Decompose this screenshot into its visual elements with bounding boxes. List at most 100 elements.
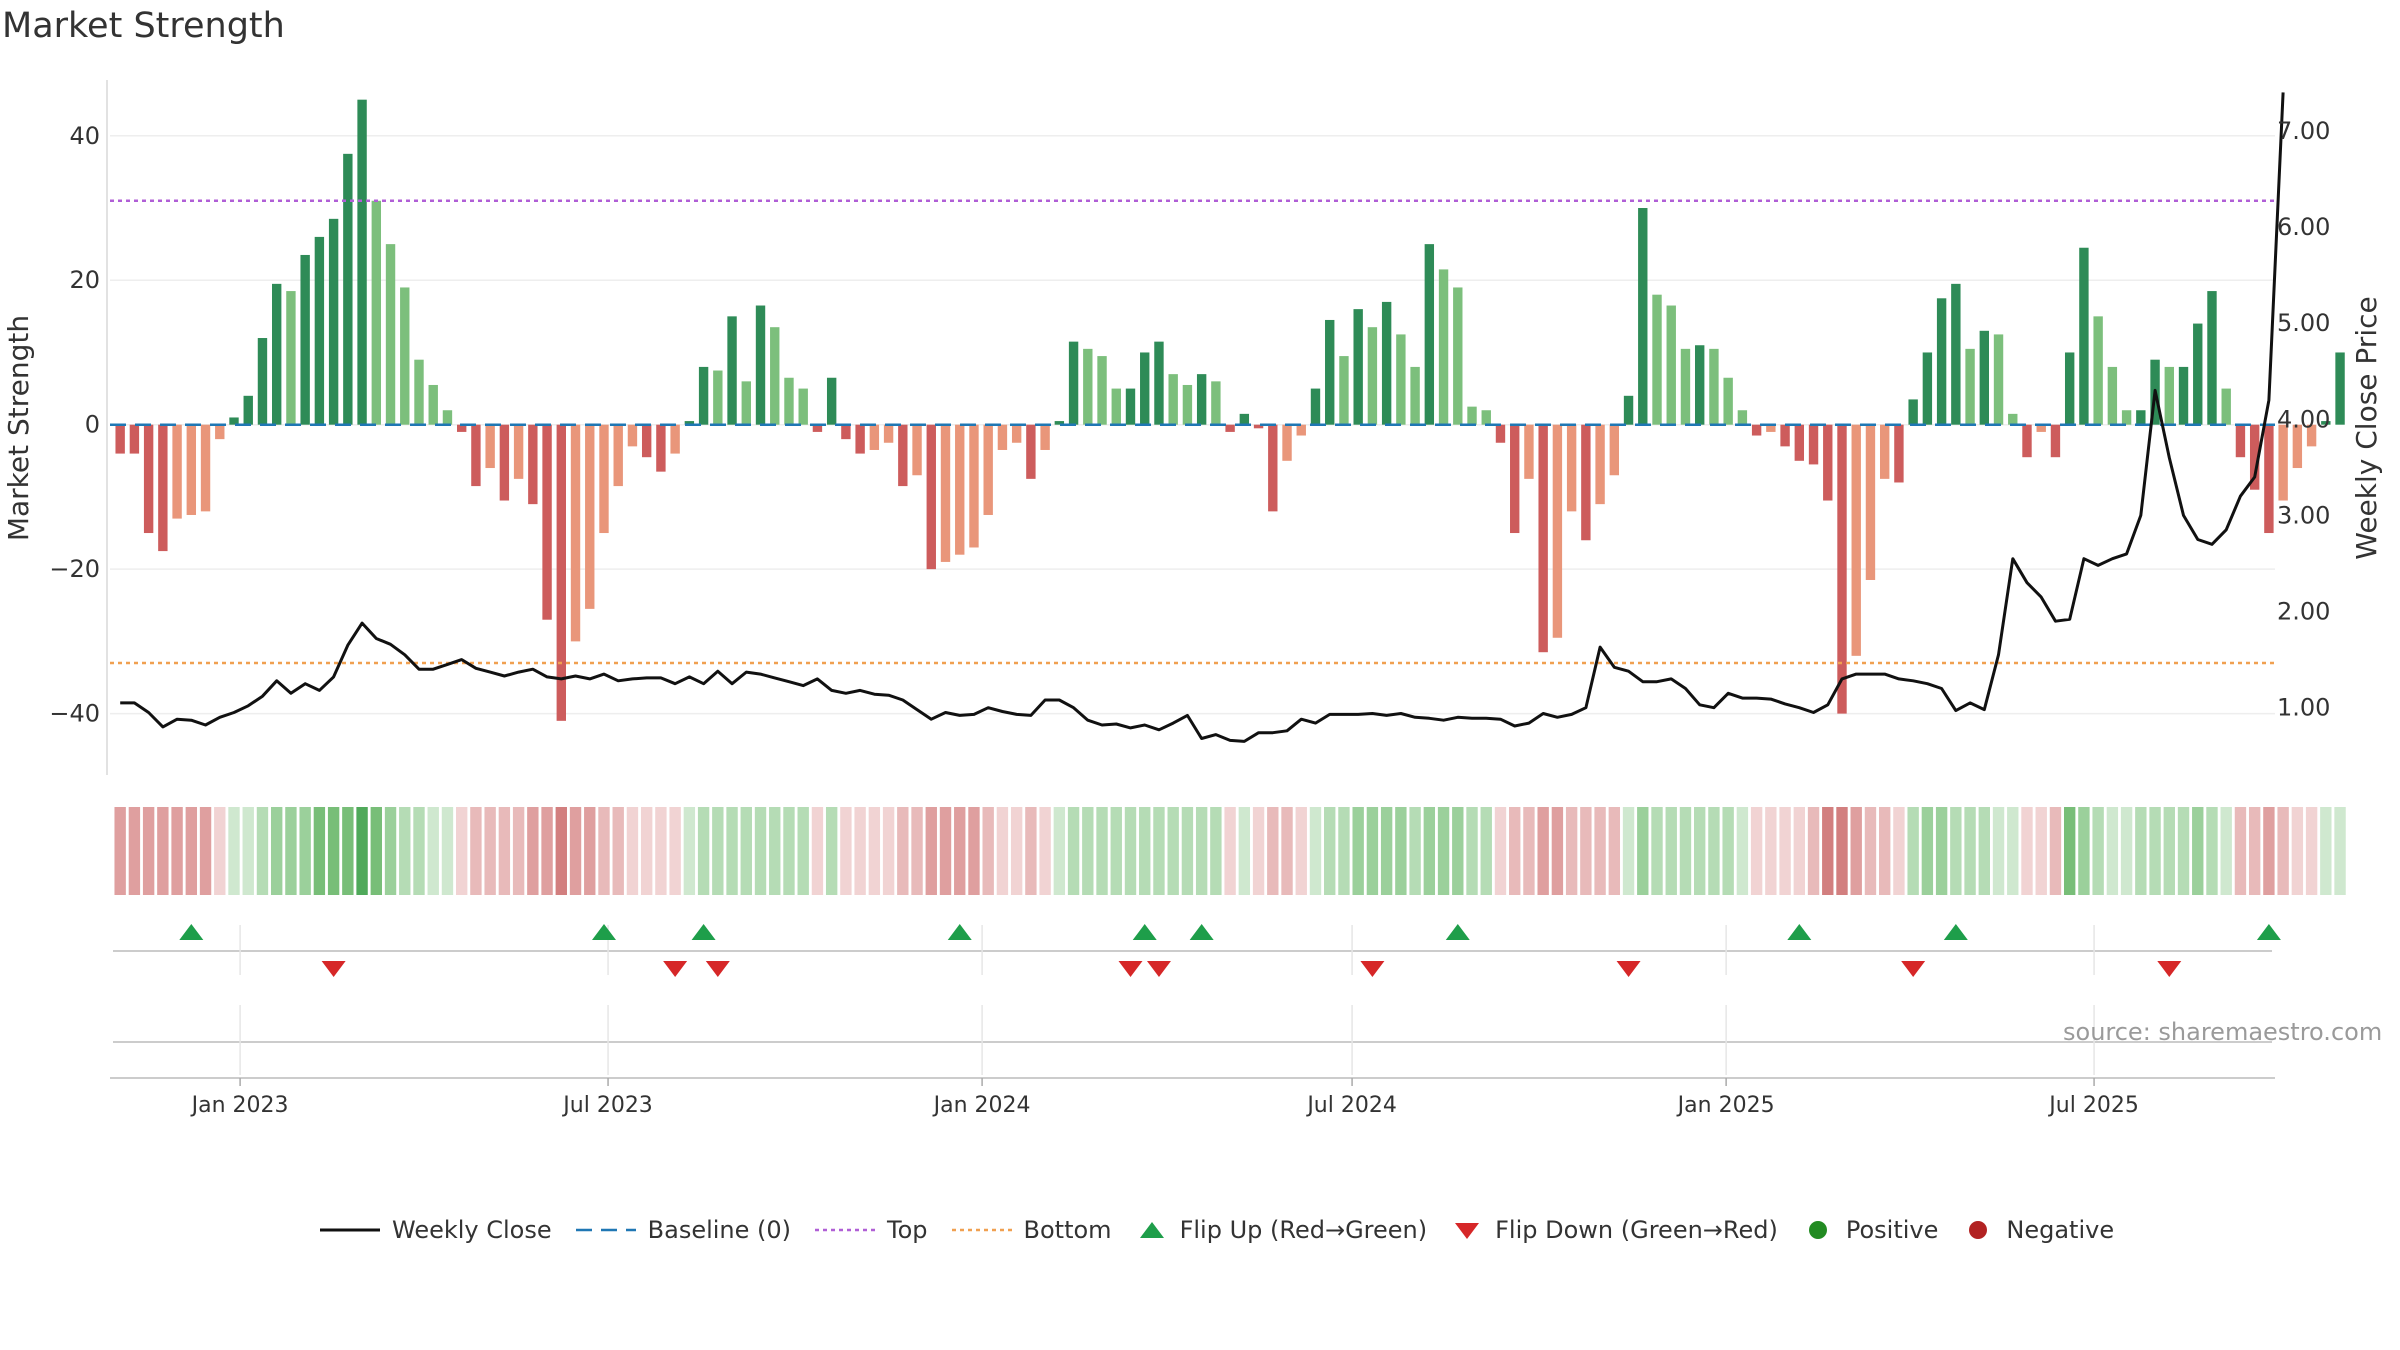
strength-bar [1353,309,1363,425]
ribbon-cell [1452,807,1464,895]
y-right-tick-label: 2.00 [2277,598,2330,626]
strength-bar [2335,352,2345,425]
strength-bar [1111,388,1121,425]
ribbon-cell [825,807,838,895]
y-left-tick-label: 20 [69,266,100,294]
ribbon-cell [1637,807,1649,895]
ribbon-cell [897,807,909,895]
y-left-tick-label: −20 [49,555,100,583]
ribbon-cell [1309,807,1322,895]
ribbon-cell [1224,807,1236,895]
strength-bar [1125,388,1136,425]
ribbon-cell [1708,807,1720,895]
ribbon-cell [2021,807,2033,895]
baseline-dash-icon [575,1228,636,1232]
strength-bar [855,424,865,454]
ribbon-cell [1608,807,1621,895]
x-tick-label: Jul 2024 [1305,1093,1397,1118]
ribbon-cell [754,807,767,895]
ribbon-cell [1580,807,1592,895]
flip-down-marker [2157,961,2182,977]
ribbon-cell [697,807,710,895]
weekly-close-line [120,92,2285,743]
ribbon-cell [541,807,553,895]
ribbon-cell [811,807,824,895]
ribbon-cell [1964,807,1976,895]
ribbon-cell [783,807,795,895]
strength-bar [271,283,282,425]
strength-bar [1538,424,1548,653]
ribbon-cell [1750,807,1763,895]
ribbon-cell [1338,807,1350,895]
strength-bar [428,384,438,425]
legend-bottom-label: Bottom [1023,1216,1112,1244]
ribbon-cell [1822,807,1834,895]
ribbon-cell [142,807,155,895]
strength-bar [599,424,609,534]
strength-bar [1083,348,1093,425]
ribbon-cell [2149,807,2161,895]
ribbon-cell [128,807,141,895]
strength-bar [385,244,396,425]
flip-down-marker [663,961,688,977]
ribbon-cell [1537,807,1549,895]
strength-bar [1908,399,1918,425]
strength-bar [1325,319,1335,425]
ribbon-cell [1195,807,1208,895]
legend-weekly-close-label: Weekly Close [392,1216,552,1244]
strength-bar [343,153,353,425]
strength-bar [300,254,310,425]
ribbon-cell [669,807,681,895]
strength-bar [2321,421,2331,425]
ribbon-cell [1921,807,1934,895]
chart-title: Market Strength [2,6,285,46]
ribbon-cell [2263,807,2275,895]
ribbon-cell [2078,807,2090,895]
strength-bar [1011,424,1022,443]
ribbon-cell [1779,807,1791,895]
ribbon-cell [2334,807,2346,895]
ribbon-cell [1395,807,1407,895]
ribbon-cell [2206,807,2218,895]
ribbon-cell [427,807,439,895]
ribbon-cell [527,807,539,895]
flip-down-marker [1118,961,1143,977]
ribbon-cell [2192,807,2204,895]
flip-up-triangle-icon [1139,1222,1164,1238]
strength-bar [456,424,467,432]
strength-bar [656,424,666,472]
strength-bar [670,424,680,454]
strength-bar [1623,395,1634,425]
ribbon-cell [512,807,525,895]
strength-bar [215,424,225,440]
strength-bar [1794,424,1805,461]
legend-positive-label: Positive [1845,1216,1939,1244]
strength-bar [2221,388,2231,425]
strength-bar [2164,366,2174,425]
strength-bar [200,424,211,512]
strength-bar [2306,424,2317,447]
strength-bar [229,417,239,425]
flip-down-triangle-icon [1455,1223,1480,1239]
ribbon-cell [242,807,254,895]
bottom-dotted-line-icon [951,1228,1012,1232]
ribbon-cell [356,807,368,895]
ribbon-cell [2135,807,2147,895]
ribbon-cell [1665,807,1677,895]
y-right-tick-label: 6.00 [2277,213,2330,241]
ribbon-cell [470,807,482,895]
strength-bar [755,305,766,425]
strength-bar [1865,424,1876,580]
ribbon-cell [228,807,240,895]
strength-bar [1609,424,1620,476]
ribbon-cell [854,807,866,895]
strength-bar [1211,381,1221,425]
strength-bar [1239,413,1250,425]
strength-bar [1709,348,1719,425]
strength-bar [841,424,851,440]
ribbon-cell [271,807,283,895]
strength-bar [2235,424,2246,458]
flip-markers [179,924,2281,977]
ribbon-cell [2220,807,2232,895]
strength-bar [513,424,524,479]
